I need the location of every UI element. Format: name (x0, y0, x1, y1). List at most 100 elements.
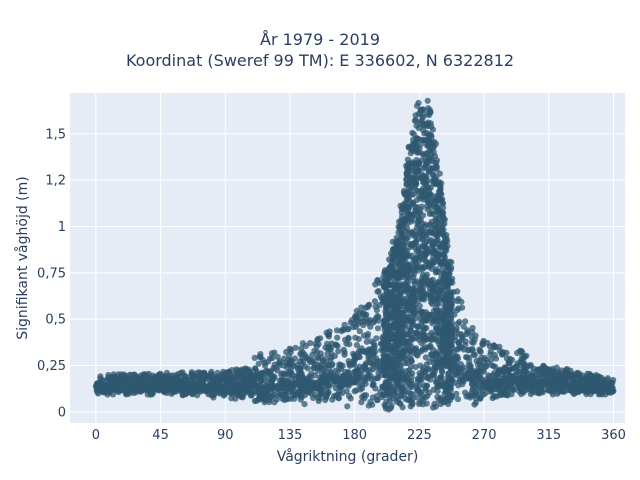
data-point (287, 358, 294, 366)
data-point (405, 347, 412, 354)
data-point (445, 346, 452, 354)
data-point (368, 376, 375, 383)
data-point (163, 369, 170, 376)
data-point (395, 367, 402, 375)
data-point (283, 391, 290, 398)
data-point (297, 392, 304, 399)
data-point (604, 377, 611, 384)
data-point (301, 401, 308, 408)
data-point (403, 162, 410, 169)
data-point (427, 191, 434, 198)
data-point (456, 342, 463, 350)
data-point (475, 368, 483, 375)
data-point (407, 327, 414, 334)
data-point (333, 327, 341, 334)
data-point (315, 355, 322, 362)
data-point (352, 312, 359, 319)
data-point (119, 377, 126, 384)
data-point (471, 374, 478, 381)
data-point (418, 203, 425, 210)
data-point (138, 379, 145, 387)
data-point (421, 273, 428, 280)
data-point (448, 336, 455, 343)
data-point (389, 247, 396, 254)
data-point (518, 347, 525, 355)
data-point (152, 384, 159, 391)
data-point (301, 392, 308, 399)
data-point (395, 373, 402, 380)
data-point (298, 345, 305, 352)
data-point (449, 275, 456, 282)
data-point (455, 330, 462, 337)
data-point (386, 355, 393, 362)
data-point (352, 334, 359, 341)
data-point (482, 390, 489, 397)
data-point (208, 378, 215, 385)
data-point (381, 267, 389, 274)
data-point (412, 233, 419, 240)
data-point (274, 353, 281, 361)
data-point (391, 327, 398, 334)
data-point (427, 109, 434, 116)
data-point (499, 351, 506, 358)
data-point (127, 371, 134, 378)
data-point (405, 143, 412, 150)
data-point (263, 367, 270, 374)
data-point (469, 380, 476, 387)
data-point (539, 379, 546, 386)
data-point (426, 284, 433, 291)
data-point (214, 381, 222, 388)
data-point (397, 202, 404, 209)
data-point (381, 371, 388, 378)
data-point (580, 385, 587, 392)
data-point (419, 397, 426, 404)
data-point (404, 212, 411, 219)
data-point (362, 304, 369, 311)
data-point (372, 281, 379, 288)
data-point (185, 387, 192, 394)
data-point (380, 342, 387, 349)
data-point (331, 352, 338, 360)
data-point (386, 344, 393, 352)
data-point (342, 336, 349, 343)
data-point (394, 280, 401, 287)
data-point (395, 223, 402, 230)
y-tick-label: 0,75 (37, 266, 66, 281)
data-point (383, 288, 390, 295)
data-point (334, 334, 341, 341)
data-point (221, 383, 228, 390)
data-point (384, 278, 391, 285)
data-point (144, 391, 151, 398)
data-point (454, 288, 461, 295)
data-point (527, 363, 534, 370)
data-point (399, 404, 406, 411)
data-point (414, 329, 421, 336)
data-point (492, 381, 499, 388)
data-point (463, 373, 470, 380)
data-point (341, 351, 348, 358)
data-point (424, 374, 431, 382)
data-point (414, 187, 421, 194)
data-point (251, 354, 258, 361)
data-point (501, 375, 508, 382)
data-point (441, 316, 448, 323)
data-point (382, 403, 389, 410)
data-point (454, 369, 461, 376)
data-point (517, 368, 524, 375)
data-point (473, 357, 480, 364)
y-tick-label: 1,5 (45, 127, 66, 142)
data-point (228, 367, 236, 374)
data-point (346, 341, 353, 348)
data-point (348, 317, 356, 324)
data-point (322, 372, 329, 380)
data-point (482, 363, 490, 370)
data-point (422, 354, 429, 361)
data-point (353, 387, 360, 394)
data-point (424, 121, 431, 128)
data-point (500, 391, 508, 398)
data-point (440, 399, 447, 406)
data-point (438, 180, 445, 187)
data-point (394, 305, 401, 312)
data-point (383, 297, 390, 304)
data-point (559, 388, 566, 395)
